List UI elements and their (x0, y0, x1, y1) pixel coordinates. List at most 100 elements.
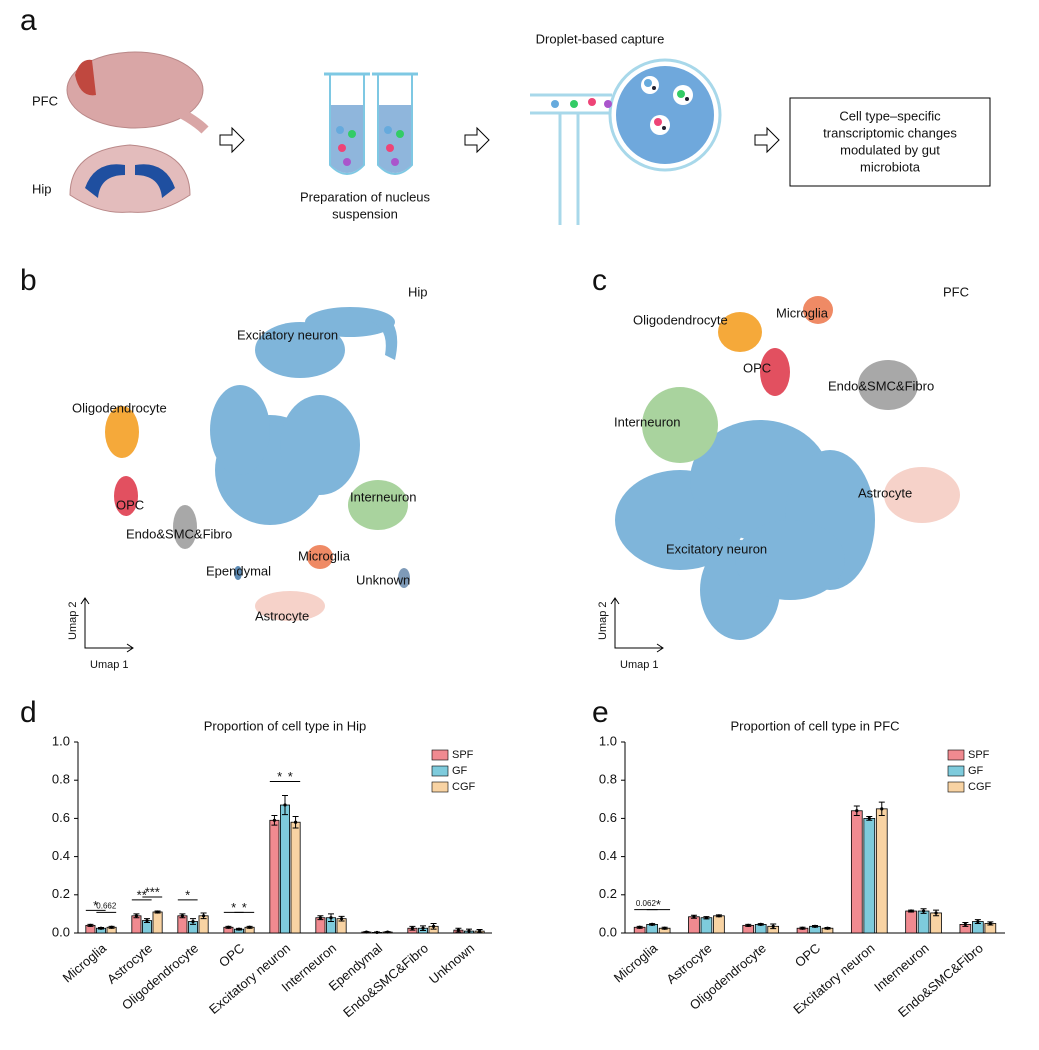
data-point (134, 914, 139, 918)
data-point (759, 922, 763, 927)
axis-label: Umap 1 (620, 659, 659, 671)
bar (177, 915, 188, 934)
hippocampus (85, 164, 175, 198)
cluster-ependymal (234, 566, 242, 580)
axis-label: Umap 2 (67, 601, 79, 640)
region-label: Hip (32, 181, 52, 196)
x-tick-label: Excitatory neuron (206, 940, 293, 1017)
cluster-microglia (307, 545, 333, 569)
y-tick-label: 1.0 (52, 733, 70, 748)
cluster-excitatory (210, 307, 398, 525)
cluster-interneuron (348, 480, 408, 530)
data-point (283, 803, 287, 807)
bar (290, 821, 301, 934)
data-point (247, 925, 252, 929)
bar (875, 808, 888, 934)
cluster-label: Endo&SMC&Fibro (828, 378, 934, 393)
legend-swatch (947, 781, 965, 793)
data-point (272, 818, 277, 822)
brain-sagittal (66, 51, 204, 129)
bar-chart: Proportion of cell type in PFC 0.0 0.2 0.4 0… (599, 718, 1005, 1020)
data-point (800, 926, 805, 930)
cluster-oligodendrocyte (105, 406, 139, 458)
legend-swatch (947, 765, 965, 777)
y-tick-label: 0.2 (52, 886, 70, 901)
data-point (825, 926, 830, 930)
cluster-unknown (398, 568, 410, 588)
y-tick-label: 0.4 (52, 848, 70, 863)
data-point (813, 924, 817, 928)
data-point (201, 914, 206, 918)
significance-label: * (185, 887, 190, 902)
droplet-device (530, 58, 722, 225)
cluster-label: Oligodendrocyte (72, 400, 167, 415)
cluster-label: OPC (116, 497, 144, 512)
chart-title: Proportion of cell type in PFC (730, 718, 899, 733)
umap-axes (80, 597, 134, 653)
workflow: PFC Hip Preparation of nucleus suspensio… (32, 31, 991, 225)
data-point (109, 925, 114, 929)
bar (863, 818, 876, 934)
cluster-excitatory (615, 420, 875, 640)
cluster-interneuron (642, 387, 718, 463)
bar (905, 910, 917, 934)
bar (917, 910, 930, 934)
data-point (867, 816, 871, 821)
result-box (789, 97, 991, 187)
data-point (921, 909, 926, 913)
axis-label: Umap 2 (597, 601, 609, 640)
panel-label: b (20, 264, 37, 297)
y-tick-label: 0.0 (599, 924, 617, 939)
cluster-label: Astrocyte (858, 485, 912, 500)
cluster-label: OPC (743, 360, 771, 375)
bar (279, 804, 290, 934)
legend-swatch (431, 749, 449, 761)
data-point (339, 917, 344, 921)
data-point (638, 925, 642, 929)
x-tick-label: OPC (216, 940, 247, 970)
legend-swatch (431, 781, 449, 793)
legend-label: SPF (452, 749, 474, 761)
data-point (293, 820, 298, 824)
cluster-astrocyte (255, 591, 325, 621)
data-point (704, 916, 709, 920)
tubes (324, 72, 418, 175)
step-label: Droplet-based capture (536, 31, 665, 46)
data-point (191, 919, 195, 924)
panel-label: c (592, 264, 607, 297)
cluster-label: Excitatory neuron (237, 327, 338, 342)
data-point (467, 929, 471, 933)
bar-chart: Proportion of cell type in Hip 0.0 0.2 0.4 0… (52, 718, 492, 1020)
significance-label: 0.062 (636, 899, 657, 908)
y-tick-label: 1.0 (599, 733, 617, 748)
cluster-label: Microglia (776, 305, 829, 320)
data-point (855, 809, 859, 813)
result-text: transcriptomic changes (823, 125, 957, 140)
brainstem (172, 105, 209, 134)
data-point (99, 926, 103, 930)
significance-label: * (231, 900, 236, 915)
bar (850, 810, 863, 934)
data-point (385, 930, 390, 934)
cluster-label: Excitatory neuron (666, 541, 767, 556)
significance-label: * (93, 898, 98, 913)
data-point (364, 930, 369, 934)
umap-region: PFC (943, 284, 969, 299)
bar (152, 911, 163, 934)
cluster-endo (858, 360, 918, 410)
x-tick-label: Microglia (611, 940, 661, 985)
panel-label: e (592, 696, 609, 729)
significance-label: 0.662 (96, 901, 117, 910)
data-point (934, 911, 938, 915)
cluster-label: Microglia (298, 548, 351, 563)
y-tick-label: 0.8 (52, 772, 70, 787)
cluster-label: Endo&SMC&Fibro (126, 526, 232, 541)
x-tick-label: Endo&SMC&Fibro (340, 940, 431, 1020)
bar (688, 916, 700, 934)
data-point (692, 915, 696, 919)
cluster-label: Unknown (356, 572, 410, 587)
data-point (145, 918, 149, 923)
legend-label: SPF (968, 749, 990, 761)
umap-axes (610, 597, 664, 653)
